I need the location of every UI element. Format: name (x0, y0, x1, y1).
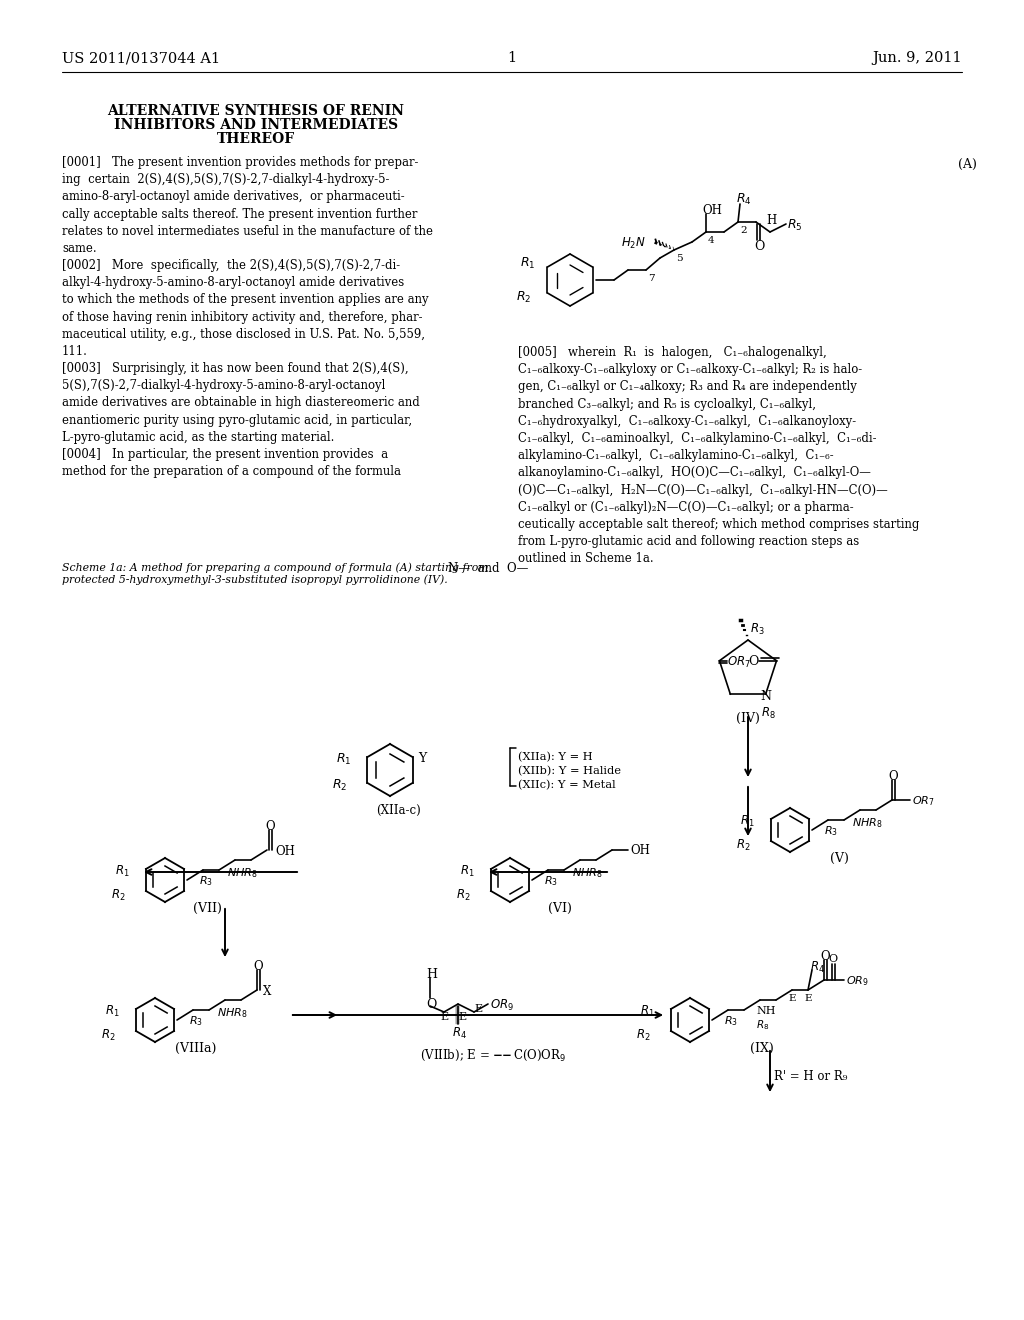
Text: ALTERNATIVE SYNTHESIS OF RENIN: ALTERNATIVE SYNTHESIS OF RENIN (108, 104, 404, 117)
Text: US 2011/0137044 A1: US 2011/0137044 A1 (62, 51, 220, 65)
Text: (XIIa-c): (XIIa-c) (376, 804, 421, 817)
Text: O: O (265, 820, 274, 833)
Text: $NHR_8$: $NHR_8$ (217, 1006, 248, 1020)
Text: $R_3$: $R_3$ (544, 874, 558, 888)
Text: $R_1$: $R_1$ (640, 1005, 654, 1019)
Text: $R_2$: $R_2$ (456, 888, 471, 903)
Text: 7: 7 (648, 275, 654, 282)
Text: $R_8$: $R_8$ (761, 706, 775, 721)
Text: O: O (754, 240, 764, 253)
Text: $R_3$: $R_3$ (724, 1014, 738, 1028)
Text: $NHR_8$: $NHR_8$ (852, 816, 883, 830)
Text: [0002]   More  specifically,  the 2(S),4(S),5(S),7(S)-2,7-di-
alkyl-4-hydroxy-5-: [0002] More specifically, the 2(S),4(S),… (62, 259, 429, 358)
Text: (VIIIb); E = $\mathbf{-\!\!-}$C(O)OR$_9$: (VIIIb); E = $\mathbf{-\!\!-}$C(O)OR$_9$ (420, 1048, 566, 1063)
Text: $R_1$: $R_1$ (115, 865, 130, 879)
Text: $OR_7$: $OR_7$ (912, 795, 935, 808)
Text: $R_8$: $R_8$ (756, 1018, 769, 1032)
Text: 2: 2 (740, 226, 746, 235)
Text: $R_1$: $R_1$ (336, 752, 351, 767)
Text: (XIIc): Y = Metal: (XIIc): Y = Metal (518, 780, 615, 791)
Text: OH: OH (702, 205, 722, 216)
Text: N—  and  O—: N— and O— (449, 562, 528, 576)
Text: $R_3$: $R_3$ (824, 824, 838, 838)
Text: $OR_9$: $OR_9$ (490, 998, 514, 1014)
Text: R' = H or R₉: R' = H or R₉ (774, 1071, 848, 1082)
Text: protected 5-hydroxymethyl-3-substituted isopropyl pyrrolidinone (IV).: protected 5-hydroxymethyl-3-substituted … (62, 574, 447, 585)
Text: $R_2$: $R_2$ (101, 1028, 116, 1043)
Text: $R_4$: $R_4$ (810, 960, 825, 975)
Text: THEREOF: THEREOF (217, 132, 295, 147)
Text: E: E (440, 1012, 449, 1022)
Text: $R_2$: $R_2$ (736, 838, 751, 853)
Text: $R_2$: $R_2$ (111, 888, 126, 903)
Text: $R_1$: $R_1$ (460, 865, 475, 879)
Text: (V): (V) (830, 851, 849, 865)
Text: (VIIIa): (VIIIa) (175, 1041, 216, 1055)
Text: $R_3$: $R_3$ (199, 874, 213, 888)
Text: $NHR_8$: $NHR_8$ (227, 866, 258, 880)
Text: (IV): (IV) (736, 711, 760, 725)
Text: $H_2N$: $H_2N$ (622, 236, 646, 251)
Text: $R_3$: $R_3$ (750, 622, 765, 638)
Text: N: N (761, 690, 772, 704)
Text: (XIIa): Y = H: (XIIa): Y = H (518, 752, 593, 763)
Text: $OR_7$: $OR_7$ (727, 655, 752, 669)
Text: 1: 1 (508, 51, 516, 65)
Text: $R_1$: $R_1$ (520, 256, 536, 271)
Text: [0005]   wherein  R₁  is  halogen,   C₁₋₆halogenalkyl,
C₁₋₆alkoxy-C₁₋₆alkyloxy o: [0005] wherein R₁ is halogen, C₁₋₆haloge… (518, 346, 920, 565)
Text: $R_2$: $R_2$ (516, 290, 531, 305)
Text: OH: OH (275, 845, 295, 858)
Text: 4: 4 (708, 236, 715, 246)
Text: $R_2$: $R_2$ (332, 777, 347, 793)
Text: O: O (426, 998, 436, 1011)
Text: $NHR_8$: $NHR_8$ (572, 866, 603, 880)
Text: (A): (A) (958, 158, 977, 172)
Text: INHIBITORS AND INTERMEDIATES: INHIBITORS AND INTERMEDIATES (114, 117, 398, 132)
Text: [0001]   The present invention provides methods for prepar-
ing  certain  2(S),4: [0001] The present invention provides me… (62, 156, 433, 255)
Text: $R_4$: $R_4$ (736, 191, 752, 207)
Text: (VI): (VI) (548, 902, 571, 915)
Text: O: O (888, 770, 898, 783)
Text: O: O (749, 655, 759, 668)
Text: O: O (253, 960, 262, 973)
Text: O: O (828, 954, 838, 964)
Text: Y: Y (418, 752, 426, 766)
Text: H: H (766, 214, 776, 227)
Text: E: E (458, 1012, 466, 1022)
Text: Jun. 9, 2011: Jun. 9, 2011 (872, 51, 962, 65)
Text: OH: OH (630, 843, 650, 857)
Text: 5: 5 (676, 253, 683, 263)
Text: O: O (820, 950, 829, 964)
Text: $R_2$: $R_2$ (636, 1028, 650, 1043)
Text: (VII): (VII) (193, 902, 222, 915)
Text: [0003]   Surprisingly, it has now been found that 2(S),4(S),
5(S),7(S)-2,7-dialk: [0003] Surprisingly, it has now been fou… (62, 362, 420, 444)
Text: $R_3$: $R_3$ (189, 1014, 203, 1028)
Text: E: E (474, 1005, 482, 1014)
Text: (IX): (IX) (750, 1041, 774, 1055)
Text: X: X (263, 985, 271, 998)
Text: (XIIb): Y = Halide: (XIIb): Y = Halide (518, 766, 621, 776)
Text: $R_1$: $R_1$ (740, 814, 755, 829)
Text: E: E (788, 994, 796, 1003)
Text: E: E (804, 994, 811, 1003)
Text: $R_1$: $R_1$ (105, 1005, 120, 1019)
Text: $OR_9$: $OR_9$ (846, 974, 868, 987)
Text: $R_5$: $R_5$ (787, 218, 803, 234)
Text: H: H (426, 968, 437, 981)
Text: [0004]   In particular, the present invention provides  a
method for the prepara: [0004] In particular, the present invent… (62, 447, 401, 478)
Text: Scheme 1a: A method for preparing a compound of formula (A) starting from: Scheme 1a: A method for preparing a comp… (62, 562, 488, 573)
Text: NH: NH (756, 1006, 775, 1016)
Text: $R_4$: $R_4$ (452, 1026, 467, 1041)
